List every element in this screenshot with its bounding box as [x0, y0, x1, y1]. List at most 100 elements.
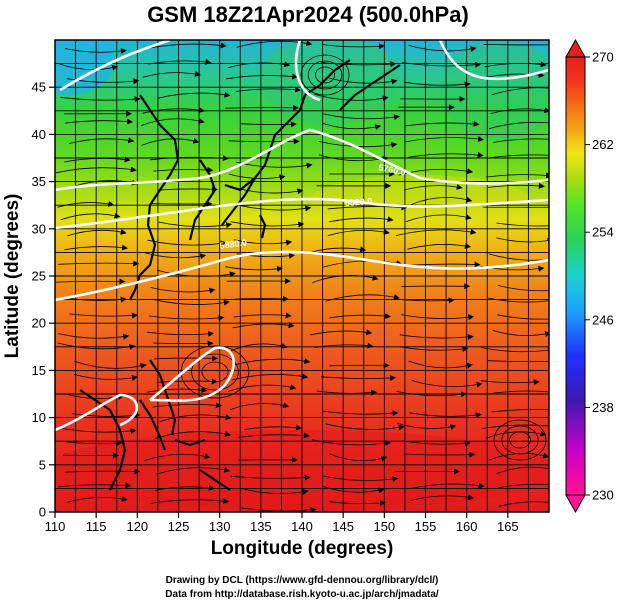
streamline — [146, 330, 215, 337]
streamline — [497, 466, 549, 474]
contour-label-5820: 5820.0 — [344, 196, 372, 208]
streamline-vortex — [307, 60, 343, 90]
streamline — [152, 298, 230, 306]
streamline — [57, 200, 115, 208]
streamline — [147, 387, 208, 393]
streamline — [67, 495, 128, 503]
plot-area: 5880.0 5820.0 5760.0 — [55, 40, 549, 512]
streamline — [141, 137, 200, 146]
streamline-vortex — [191, 353, 239, 391]
streamline — [486, 172, 549, 179]
streamline — [488, 452, 549, 461]
x-tick-label: 165 — [497, 519, 519, 534]
streamline — [395, 228, 477, 236]
streamline — [411, 380, 483, 388]
streamline — [400, 346, 469, 353]
colorbar-top-arrow — [565, 38, 586, 58]
streamline — [497, 285, 549, 292]
y-tick-label: 45 — [32, 80, 46, 95]
streamline — [498, 483, 549, 489]
warm-tongue-east — [310, 175, 530, 225]
y-tick-label: 0 — [39, 505, 46, 520]
cool-pocket-northeast — [440, 40, 549, 140]
streamline — [408, 44, 477, 53]
streamline — [329, 500, 386, 507]
streamline — [240, 121, 297, 128]
contour-low-southwest — [55, 393, 139, 432]
streamline — [496, 237, 549, 244]
streamline — [329, 77, 398, 85]
streamline — [321, 485, 385, 494]
streamline-vortex — [509, 431, 531, 449]
colorbar-tick-label: 230 — [592, 488, 614, 503]
streamline — [236, 86, 301, 93]
streamline — [405, 214, 472, 222]
streamline — [64, 156, 131, 163]
streamline — [142, 71, 201, 78]
streamline — [492, 330, 549, 337]
streamline — [58, 260, 140, 267]
x-tick-label: 155 — [415, 519, 437, 534]
streamline — [233, 312, 292, 319]
streamline — [310, 329, 373, 336]
streamline — [239, 506, 317, 512]
streamline — [329, 312, 391, 319]
streamline — [405, 135, 484, 143]
x-tick-label: 130 — [209, 519, 231, 534]
lat-lon-grid — [55, 40, 549, 512]
y-axis-ticks: 0 5 10 15 20 25 30 35 40 45 — [32, 80, 55, 520]
streamline — [154, 430, 232, 439]
streamline — [407, 242, 471, 250]
streamline — [396, 422, 457, 430]
streamline — [320, 61, 397, 68]
streamline — [57, 482, 132, 489]
contour-north — [294, 40, 321, 102]
streamline — [309, 246, 367, 253]
streamline — [482, 424, 549, 429]
streamline — [225, 104, 299, 111]
y-tick-label: 40 — [32, 127, 46, 142]
streamline — [148, 315, 225, 321]
streamline — [404, 120, 480, 127]
height-contours — [55, 40, 549, 432]
x-tick-label: 150 — [373, 519, 395, 534]
x-tick-label: 145 — [332, 519, 354, 534]
streamline — [65, 468, 141, 475]
streamline-vortex — [314, 66, 335, 84]
streamline — [60, 212, 121, 221]
streamline — [60, 96, 141, 103]
streamline — [404, 183, 463, 191]
contour-5880 — [55, 250, 549, 302]
streamline — [322, 410, 399, 417]
streamline — [329, 453, 388, 462]
credit-drawing: Drawing by DCL (https://www.gfd-dennou.o… — [166, 575, 439, 586]
streamline-vortex — [493, 419, 547, 461]
credit-data: Data from http://database.rish.kyoto-u.a… — [165, 589, 439, 600]
streamline — [327, 228, 390, 236]
streamline — [233, 239, 293, 246]
colorbar-tick-label: 238 — [592, 400, 614, 415]
streamline — [329, 362, 390, 369]
streamline — [487, 360, 549, 363]
colorbar-tick-label: 270 — [592, 50, 614, 65]
streamline-vortex — [300, 54, 350, 96]
streamline — [488, 182, 545, 189]
streamline — [406, 440, 471, 447]
streamline — [329, 216, 394, 223]
streamline — [403, 451, 476, 458]
y-tick-label: 10 — [32, 410, 46, 425]
streamline — [58, 333, 130, 340]
streamline — [403, 81, 471, 88]
colorbar-tick-label: 262 — [592, 137, 614, 152]
streamline — [486, 390, 549, 395]
streamline — [231, 373, 309, 381]
streamline — [480, 379, 540, 386]
streamline-vortex — [201, 361, 229, 383]
streamline — [67, 78, 140, 85]
streamline — [229, 402, 290, 411]
streamline — [227, 384, 297, 392]
streamline — [150, 287, 216, 294]
streamline — [316, 389, 378, 396]
streamline — [149, 498, 230, 504]
